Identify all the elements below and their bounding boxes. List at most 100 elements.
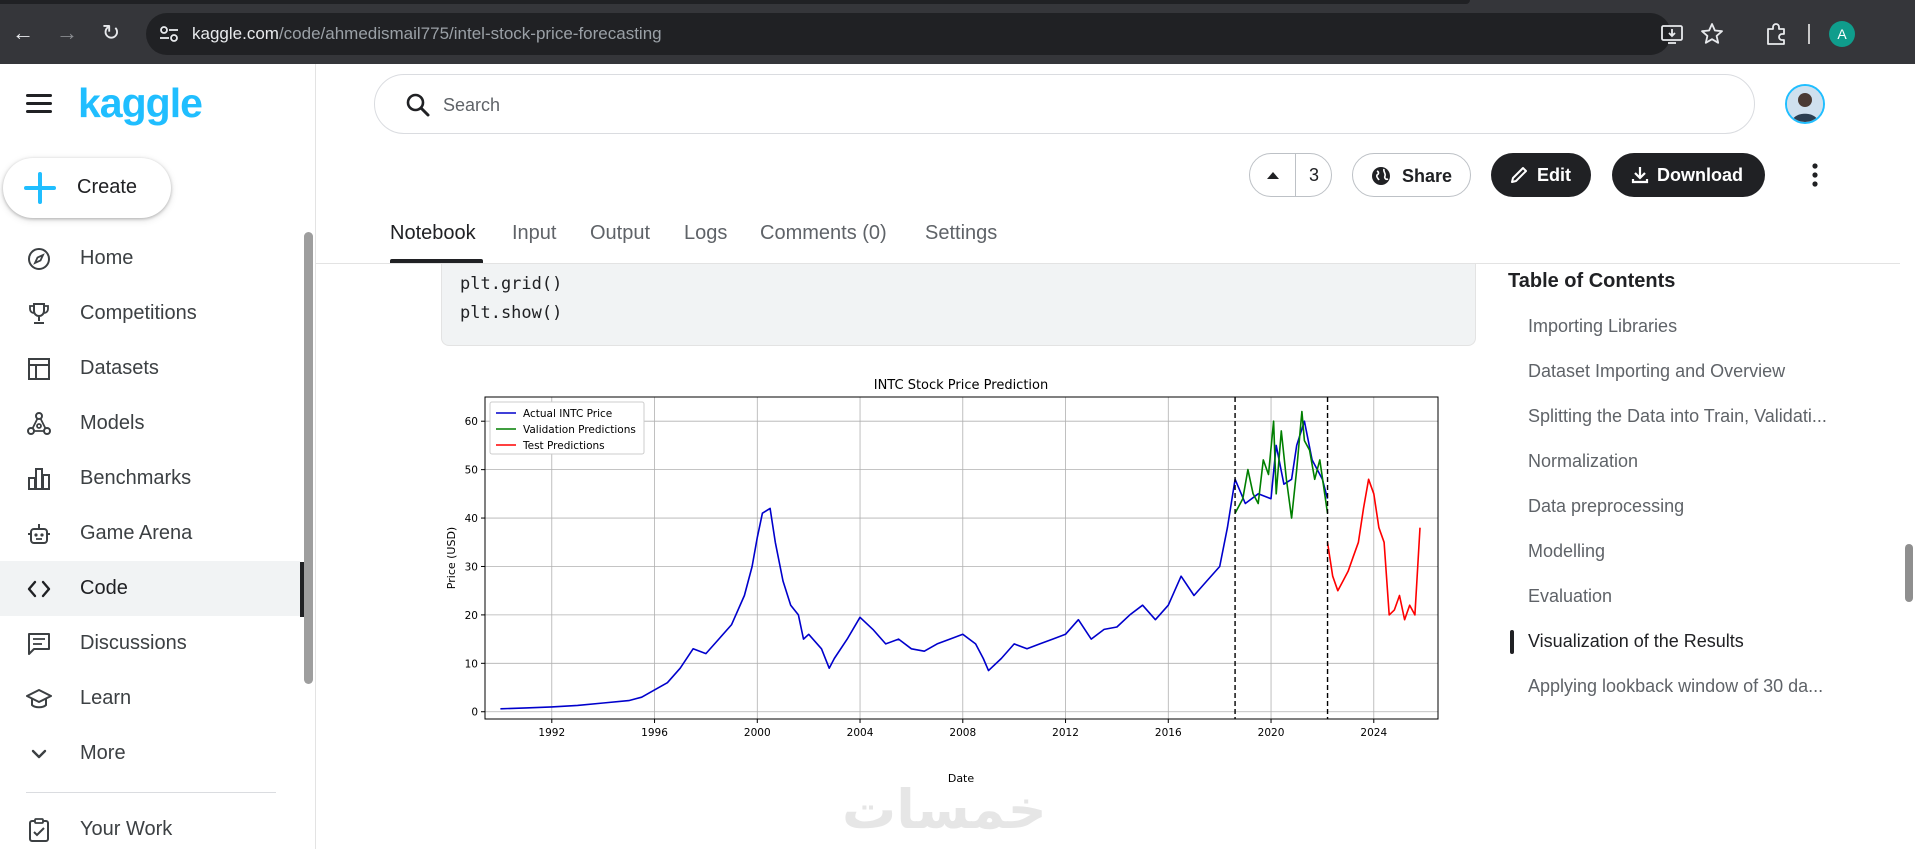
compass-icon (28, 248, 50, 270)
sidebar-item-discussions[interactable]: Discussions (0, 616, 300, 671)
y-tick-label: 10 (465, 658, 478, 670)
sidebar-item-label: Models (80, 412, 145, 434)
url-text[interactable]: kaggle.com/code/ahmedismail775/intel-sto… (192, 24, 662, 44)
x-tick-label: 2016 (1155, 727, 1182, 739)
search-bar[interactable] (374, 74, 1755, 134)
plus-icon (24, 172, 56, 204)
download-icon (1631, 167, 1649, 184)
tab-logs[interactable]: Logs (684, 222, 728, 244)
tab-settings[interactable]: Settings (925, 222, 998, 244)
models-icon (27, 412, 51, 435)
sidebar-scrollbar[interactable] (304, 232, 313, 684)
clipboard-icon (29, 818, 49, 842)
sidebar-item-datasets[interactable]: Datasets (0, 341, 300, 396)
test-predictions-line (1326, 478, 1421, 621)
chevron-down-icon (31, 749, 47, 759)
globe-icon (1372, 167, 1390, 185)
page-scrollbar[interactable] (1905, 544, 1913, 602)
toc-item[interactable]: Evaluation (1528, 586, 1613, 606)
create-label: Create (77, 176, 138, 198)
sidebar-item-game-arena[interactable]: Game Arena (0, 506, 300, 561)
more-options-icon[interactable] (1800, 160, 1830, 190)
toc-item[interactable]: Modelling (1528, 541, 1606, 561)
reload-icon[interactable]: ↻ (101, 20, 121, 45)
sidebar-item-code[interactable]: Code (0, 561, 300, 616)
watermark-logo: خمسات (842, 778, 1047, 841)
bar-chart-icon (28, 468, 50, 490)
toc-item[interactable]: Importing Libraries (1528, 316, 1678, 336)
y-tick-label: 0 (471, 707, 478, 719)
active-tab-underline (390, 259, 483, 263)
toc-item[interactable]: Dataset Importing and Overview (1528, 361, 1786, 381)
upvote-button[interactable] (1250, 154, 1296, 196)
caret-up-icon (1267, 172, 1279, 179)
y-tick-label: 30 (465, 561, 478, 573)
browser-chrome: ← → ↻ kaggle.com/code/ahmedismail775/int… (0, 0, 1915, 64)
toc-active-indicator (1510, 630, 1514, 654)
sidebar-item-label: Code (80, 577, 128, 599)
vote-count: 3 (1308, 165, 1319, 185)
forward-arrow-icon[interactable]: → (56, 20, 78, 45)
install-app-icon[interactable] (1658, 20, 1686, 48)
code-cell[interactable]: plt.grid() plt.show() (441, 264, 1476, 346)
tab-strip (0, 0, 1470, 4)
toc-item[interactable]: Data preprocessing (1528, 496, 1685, 516)
download-label: Download (1657, 165, 1743, 185)
toc-item[interactable]: Normalization (1528, 451, 1639, 471)
extensions-puzzle-icon[interactable] (1762, 20, 1790, 48)
tab-comments[interactable]: Comments (0) (760, 222, 887, 244)
sidebar-item-label: Datasets (80, 357, 159, 379)
bookmark-star-icon[interactable] (1698, 20, 1726, 48)
code-icon (27, 580, 51, 598)
hamburger-menu-icon[interactable] (26, 94, 52, 114)
sidebar-item-competitions[interactable]: Competitions (0, 286, 300, 341)
vote-divider (1295, 154, 1296, 196)
sidebar-item-home[interactable]: Home (0, 231, 300, 286)
sidebar: kaggle Create Home Competitions Datasets… (0, 64, 316, 849)
tab-notebook[interactable]: Notebook (390, 222, 476, 244)
edit-button[interactable]: Edit (1491, 153, 1591, 197)
site-settings-icon[interactable] (158, 24, 180, 44)
kaggle-logo[interactable]: kaggle (78, 80, 203, 126)
sidebar-item-models[interactable]: Models (0, 396, 300, 451)
toc-item-active[interactable]: Visualization of the Results (1528, 631, 1744, 651)
toc-item[interactable]: Splitting the Data into Train, Validati.… (1528, 406, 1827, 426)
address-bar[interactable]: kaggle.com/code/ahmedismail775/intel-sto… (146, 13, 1671, 55)
sidebar-item-your-work[interactable]: Your Work (0, 802, 300, 849)
code-line: plt.show() (460, 303, 563, 323)
chart-legend: Actual INTC Price Validation Predictions… (489, 401, 645, 455)
tab-output[interactable]: Output (590, 222, 651, 244)
x-tick-label: 1992 (538, 727, 565, 739)
x-axis-label: Date (948, 772, 975, 785)
browser-profile-avatar[interactable]: A (1829, 21, 1855, 47)
sidebar-item-label: Home (80, 247, 134, 269)
toc-item[interactable]: Applying lookback window of 30 da... (1528, 676, 1824, 696)
sidebar-item-label: Your Work (80, 818, 173, 840)
validation-predictions-line (1234, 410, 1329, 519)
chart-title: INTC Stock Price Prediction (874, 378, 1048, 393)
create-button[interactable]: Create (3, 158, 171, 218)
x-tick-label: 2012 (1052, 727, 1079, 739)
sidebar-item-label: More (80, 742, 126, 764)
search-input[interactable] (443, 91, 1723, 119)
sidebar-item-learn[interactable]: Learn (0, 671, 300, 726)
legend-entry: Test Predictions (522, 440, 605, 452)
share-button[interactable]: Share (1352, 153, 1471, 197)
toc-title: Table of Contents (1508, 270, 1676, 292)
sidebar-item-label: Competitions (80, 302, 197, 324)
download-button[interactable]: Download (1612, 153, 1765, 197)
y-axis-label: Price (USD) (445, 527, 458, 589)
sidebar-item-more[interactable]: More (0, 726, 300, 781)
x-tick-label: 2020 (1258, 727, 1285, 739)
edit-label: Edit (1537, 165, 1571, 185)
search-icon (406, 93, 430, 117)
tab-input[interactable]: Input (512, 222, 557, 244)
stock-prediction-chart: INTC Stock Price Prediction 1992 1996 2000… (445, 378, 1439, 785)
code-line: plt.grid() (460, 274, 563, 294)
actual-price-line (500, 420, 1329, 710)
back-arrow-icon[interactable]: ← (12, 20, 34, 45)
table-icon (28, 358, 50, 380)
user-avatar[interactable] (1785, 84, 1825, 124)
sidebar-item-benchmarks[interactable]: Benchmarks (0, 451, 300, 506)
upvote-control[interactable]: 3 (1249, 153, 1332, 197)
